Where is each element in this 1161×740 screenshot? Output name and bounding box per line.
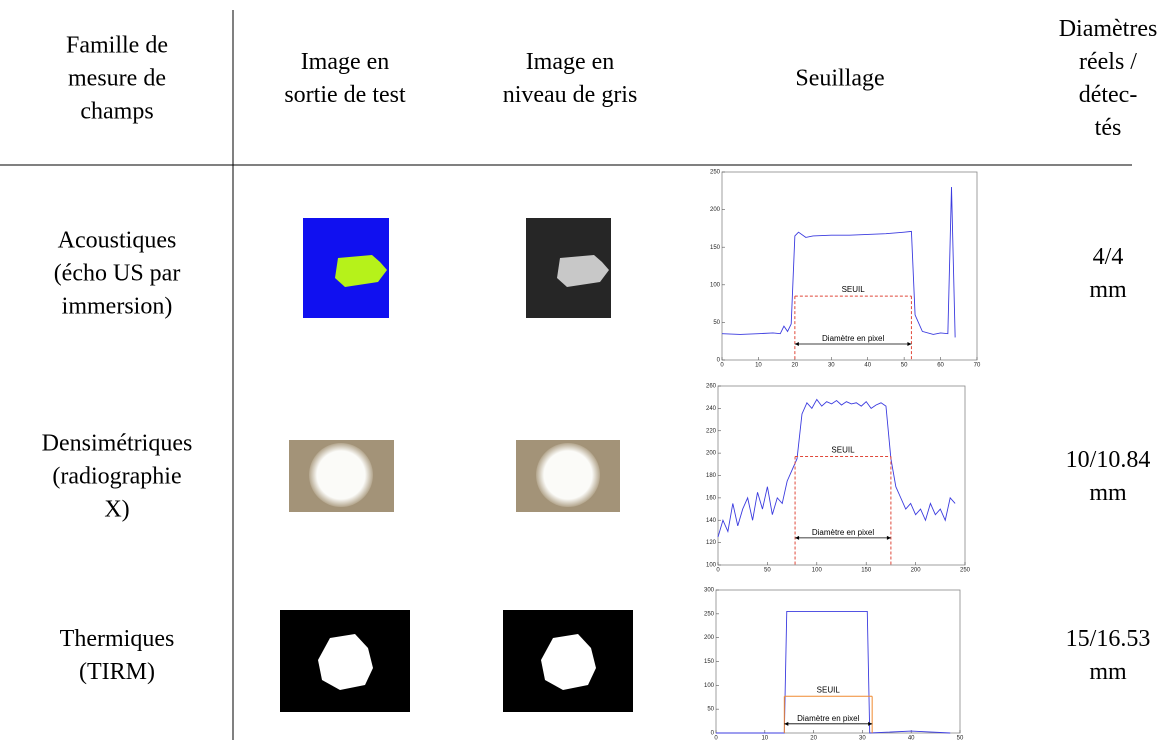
y-tick-label: 220	[706, 428, 717, 434]
header-cell: mesure de	[68, 66, 166, 92]
family-cell: (TIRM)	[79, 659, 155, 685]
y-tick-label: 120	[706, 540, 717, 546]
y-tick-label: 200	[710, 207, 721, 213]
defect-blob	[557, 255, 609, 287]
x-tick-label: 50	[901, 363, 908, 369]
x-tick-label: 60	[937, 363, 944, 369]
family-cell: Acoustiques	[58, 228, 177, 254]
y-tick-label: 50	[707, 707, 714, 713]
y-tick-label: 150	[704, 659, 715, 665]
header-cell: réels /	[1079, 49, 1137, 75]
x-tick-label: 40	[864, 363, 871, 369]
x-tick-label: 10	[761, 736, 768, 740]
y-tick-label: 250	[710, 170, 721, 176]
header-cell: champs	[80, 99, 153, 125]
header-cell: Seuillage	[795, 66, 884, 92]
x-tick-label: 100	[812, 568, 823, 574]
x-tick-label: 150	[861, 568, 872, 574]
header-cell: Image en	[526, 49, 615, 75]
plot-frame	[717, 385, 966, 566]
family-cell: X)	[104, 497, 129, 523]
family-cell: (radiographie	[52, 464, 181, 490]
y-tick-label: 300	[704, 588, 715, 594]
header-cell: Famille de	[66, 33, 168, 59]
header-cell: détec-	[1079, 82, 1138, 108]
diameter-label: Diamètre en pixel	[812, 528, 874, 537]
y-tick-label: 200	[704, 635, 715, 641]
x-tick-label: 70	[974, 363, 981, 369]
x-tick-label: 250	[960, 568, 971, 574]
family-cell: Thermiques	[60, 626, 175, 652]
result-cell: mm	[1089, 659, 1127, 685]
y-tick-label: 160	[706, 495, 717, 501]
threshold-label: SEUIL	[842, 285, 866, 294]
threshold-label: SEUIL	[817, 685, 841, 694]
x-tick-label: 0	[716, 568, 720, 574]
x-tick-label: 50	[764, 568, 771, 574]
family-cell: Densimétriques	[42, 431, 193, 457]
y-tick-label: 100	[704, 683, 715, 689]
plot-frame	[721, 171, 978, 361]
profile-line	[717, 398, 956, 538]
profile-line	[721, 187, 956, 338]
result-cell: 15/16.53	[1066, 626, 1151, 652]
defect-blob	[536, 443, 600, 507]
threshold-label: SEUIL	[831, 445, 855, 454]
x-tick-label: 20	[810, 736, 817, 740]
header-cell: Image en	[301, 49, 390, 75]
y-tick-label: 180	[706, 473, 717, 479]
x-tick-label: 0	[714, 736, 718, 740]
y-tick-label: 50	[713, 320, 720, 326]
plot-frame	[715, 589, 961, 734]
x-tick-label: 30	[859, 736, 866, 740]
family-cell: (écho US par	[54, 261, 181, 287]
header-cell: Diamètres	[1059, 16, 1158, 42]
defect-blob	[318, 634, 373, 690]
diameter-label: Diamètre en pixel	[822, 334, 884, 343]
header-cell: sortie de test	[284, 82, 406, 108]
y-tick-label: 250	[704, 611, 715, 617]
y-tick-label: 150	[710, 245, 721, 251]
x-tick-label: 10	[755, 363, 762, 369]
y-tick-label: 260	[706, 384, 717, 390]
x-tick-label: 200	[911, 568, 922, 574]
y-tick-label: 100	[706, 563, 717, 569]
x-tick-label: 30	[828, 363, 835, 369]
x-tick-label: 50	[957, 736, 964, 740]
diameter-label: Diamètre en pixel	[797, 714, 859, 723]
defect-blob	[335, 255, 387, 287]
result-cell: 10/10.84	[1066, 447, 1151, 473]
family-cell: immersion)	[62, 294, 173, 320]
result-cell: 4/4	[1093, 244, 1124, 270]
x-tick-label: 0	[720, 363, 724, 369]
header-cell: tés	[1095, 115, 1122, 141]
y-tick-label: 200	[706, 451, 717, 457]
y-tick-label: 140	[706, 518, 717, 524]
y-tick-label: 0	[717, 358, 721, 364]
defect-blob	[541, 634, 596, 690]
x-tick-label: 20	[792, 363, 799, 369]
y-tick-label: 0	[711, 731, 715, 737]
result-cell: mm	[1089, 480, 1127, 506]
y-tick-label: 240	[706, 406, 717, 412]
result-cell: mm	[1089, 277, 1127, 303]
x-tick-label: 40	[908, 736, 915, 740]
defect-blob	[309, 443, 373, 507]
y-tick-label: 100	[710, 282, 721, 288]
header-cell: niveau de gris	[503, 82, 638, 108]
